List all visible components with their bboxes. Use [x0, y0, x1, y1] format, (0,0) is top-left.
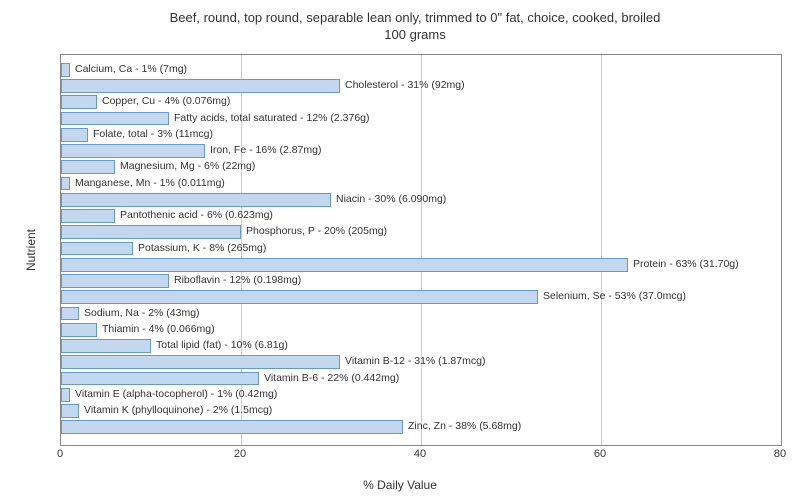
x-tick-label: 20 — [234, 448, 246, 460]
nutrient-row: Riboflavin - 12% (0.198mg) — [61, 274, 781, 288]
nutrient-label: Cholesterol - 31% (92mg) — [345, 79, 465, 93]
nutrient-label: Vitamin E (alpha-tocopherol) - 1% (0.42m… — [75, 388, 277, 402]
chart-container: Beef, round, top round, separable lean o… — [0, 0, 800, 500]
nutrient-bar — [61, 95, 97, 109]
x-axis-label: % Daily Value — [363, 478, 437, 492]
nutrient-row: Total lipid (fat) - 10% (6.81g) — [61, 339, 781, 353]
nutrient-row: Calcium, Ca - 1% (7mg) — [61, 63, 781, 77]
nutrient-row: Vitamin B-6 - 22% (0.442mg) — [61, 372, 781, 386]
nutrient-row: Pantothenic acid - 6% (0.623mg) — [61, 209, 781, 223]
nutrient-row: Zinc, Zn - 38% (5.68mg) — [61, 420, 781, 434]
nutrient-label: Fatty acids, total saturated - 12% (2.37… — [174, 112, 370, 126]
nutrient-label: Folate, total - 3% (11mcg) — [93, 128, 213, 142]
nutrient-bar — [61, 339, 151, 353]
nutrient-bar — [61, 209, 115, 223]
nutrient-bar — [61, 177, 70, 191]
y-axis-label: Nutrient — [24, 229, 38, 271]
nutrient-bar — [61, 128, 88, 142]
nutrient-label: Magnesium, Mg - 6% (22mg) — [120, 160, 255, 174]
x-tick-label: 80 — [774, 448, 786, 460]
nutrient-row: Folate, total - 3% (11mcg) — [61, 128, 781, 142]
nutrient-row: Phosphorus, P - 20% (205mg) — [61, 225, 781, 239]
nutrient-bar — [61, 112, 169, 126]
nutrient-bar — [61, 79, 340, 93]
nutrient-bar — [61, 242, 133, 256]
nutrient-row: Niacin - 30% (6.090mg) — [61, 193, 781, 207]
nutrient-bar — [61, 160, 115, 174]
nutrient-label: Vitamin B-12 - 31% (1.87mcg) — [345, 355, 485, 369]
nutrient-label: Niacin - 30% (6.090mg) — [336, 193, 446, 207]
nutrient-label: Iron, Fe - 16% (2.87mg) — [210, 144, 321, 158]
nutrient-bar — [61, 355, 340, 369]
plot-area: Calcium, Ca - 1% (7mg) Cholesterol - 31% … — [60, 54, 782, 446]
nutrient-bar — [61, 63, 70, 77]
nutrient-bar — [61, 307, 79, 321]
x-tick-label: 40 — [414, 448, 426, 460]
nutrient-row: Vitamin B-12 - 31% (1.87mcg) — [61, 355, 781, 369]
nutrient-row: Potassium, K - 8% (265mg) — [61, 242, 781, 256]
nutrient-label: Selenium, Se - 53% (37.0mcg) — [543, 290, 686, 304]
nutrient-row: Copper, Cu - 4% (0.076mg) — [61, 95, 781, 109]
nutrient-bar — [61, 420, 403, 434]
chart-title: Beef, round, top round, separable lean o… — [50, 10, 780, 44]
nutrient-row: Magnesium, Mg - 6% (22mg) — [61, 160, 781, 174]
nutrient-label: Thiamin - 4% (0.066mg) — [102, 323, 215, 337]
nutrient-label: Sodium, Na - 2% (43mg) — [84, 307, 200, 321]
nutrient-row: Vitamin E (alpha-tocopherol) - 1% (0.42m… — [61, 388, 781, 402]
x-tick-label: 0 — [57, 448, 63, 460]
nutrient-label: Potassium, K - 8% (265mg) — [138, 242, 266, 256]
nutrient-bar — [61, 274, 169, 288]
nutrient-label: Calcium, Ca - 1% (7mg) — [75, 63, 187, 77]
nutrient-label: Vitamin B-6 - 22% (0.442mg) — [264, 372, 399, 386]
nutrient-bar — [61, 404, 79, 418]
nutrient-bar — [61, 388, 70, 402]
nutrient-row: Vitamin K (phylloquinone) - 2% (1.5mcg) — [61, 404, 781, 418]
title-line1: Beef, round, top round, separable lean o… — [170, 10, 661, 25]
nutrient-row: Thiamin - 4% (0.066mg) — [61, 323, 781, 337]
nutrient-row: Protein - 63% (31.70g) — [61, 258, 781, 272]
x-tick-label: 60 — [594, 448, 606, 460]
nutrient-bar — [61, 372, 259, 386]
nutrient-label: Protein - 63% (31.70g) — [633, 258, 739, 272]
nutrient-bar — [61, 193, 331, 207]
nutrient-label: Manganese, Mn - 1% (0.011mg) — [75, 177, 225, 191]
nutrient-label: Phosphorus, P - 20% (205mg) — [246, 225, 387, 239]
nutrient-label: Copper, Cu - 4% (0.076mg) — [102, 95, 230, 109]
nutrient-row: Sodium, Na - 2% (43mg) — [61, 307, 781, 321]
nutrient-bar — [61, 290, 538, 304]
nutrient-row: Fatty acids, total saturated - 12% (2.37… — [61, 112, 781, 126]
nutrient-bar — [61, 323, 97, 337]
nutrient-label: Riboflavin - 12% (0.198mg) — [174, 274, 301, 288]
nutrient-row: Manganese, Mn - 1% (0.011mg) — [61, 177, 781, 191]
nutrient-label: Zinc, Zn - 38% (5.68mg) — [408, 420, 521, 434]
title-line2: 100 grams — [384, 27, 445, 42]
nutrient-label: Vitamin K (phylloquinone) - 2% (1.5mcg) — [84, 404, 272, 418]
nutrient-bar — [61, 258, 628, 272]
nutrient-label: Pantothenic acid - 6% (0.623mg) — [120, 209, 273, 223]
nutrient-row: Selenium, Se - 53% (37.0mcg) — [61, 290, 781, 304]
nutrient-bar — [61, 144, 205, 158]
nutrient-row: Iron, Fe - 16% (2.87mg) — [61, 144, 781, 158]
nutrient-row: Cholesterol - 31% (92mg) — [61, 79, 781, 93]
nutrient-bar — [61, 225, 241, 239]
nutrient-label: Total lipid (fat) - 10% (6.81g) — [156, 339, 288, 353]
